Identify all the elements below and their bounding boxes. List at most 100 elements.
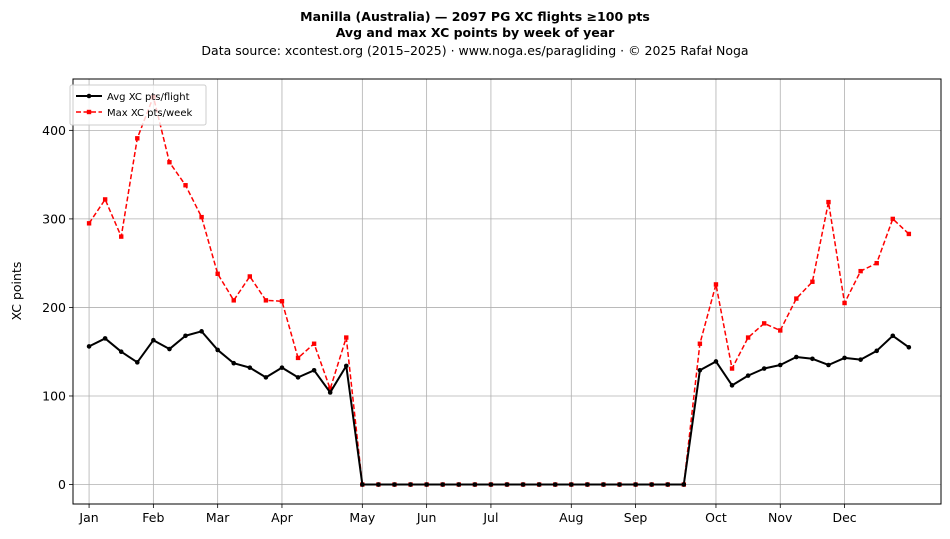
series-1-point-10 (247, 274, 253, 279)
series-0-point-51 (906, 344, 912, 350)
x-tick-label-9: Oct (705, 510, 727, 525)
series-0-point-43 (777, 362, 783, 368)
series-0-point-46 (826, 362, 831, 368)
series-1-point-42 (761, 321, 767, 326)
series-0-point-48 (858, 357, 863, 362)
series-0-point-23 (456, 482, 462, 487)
series-1-point-48 (858, 268, 863, 274)
series-0-point-16 (343, 363, 349, 369)
legend-marker-max (86, 109, 92, 115)
y-tick-label-0: 0 (58, 477, 66, 492)
series-0-point-34 (633, 482, 638, 487)
series-1-point-2 (119, 234, 124, 239)
series-0-point-42 (761, 366, 767, 371)
series-0-point-2 (118, 349, 124, 355)
series-0-point-47 (842, 355, 847, 361)
series-0-point-19 (392, 482, 397, 487)
legend-marker-avg (86, 93, 92, 99)
y-axis-label: XC points (9, 262, 24, 321)
x-tick-label-2: Mar (206, 510, 230, 525)
x-tick-label-1: Feb (142, 510, 164, 525)
series-0-point-25 (488, 482, 494, 487)
series-0-point-40 (729, 383, 735, 388)
series-1-point-6 (183, 183, 188, 188)
ticks: Jan Feb Mar Apr May Jun Jul Aug Sep Oct Nov Dec 0 100… (42, 123, 857, 525)
series-1-point-5 (167, 160, 172, 165)
chart-title-line2: Avg and max XC points by week of year (336, 25, 615, 40)
series-0-point-24 (472, 482, 478, 487)
series-layer (86, 94, 912, 487)
series-line-1 (88, 95, 910, 486)
series-0-point-1 (102, 336, 108, 341)
series-1-point-41 (745, 335, 751, 340)
legend: Avg XC pts/flight Max XC pts/week (69, 84, 207, 126)
x-tick-label-8: Sep (624, 510, 648, 525)
series-0-point-36 (665, 482, 671, 487)
series-0-point-26 (504, 482, 510, 487)
series-1-point-0 (86, 221, 92, 226)
series-0-point-49 (874, 348, 880, 354)
legend-frame (69, 84, 207, 126)
chart-subtitle: Data source: xcontest.org (2015–2025) · … (201, 43, 748, 58)
series-0-point-7 (199, 329, 204, 334)
series-1-point-11 (263, 298, 269, 303)
x-tick-label-4: May (349, 510, 375, 525)
series-0-point-8 (215, 347, 220, 353)
series-0-point-50 (890, 333, 896, 339)
x-tick-label-6: Jul (482, 510, 498, 525)
series-0-point-10 (247, 365, 253, 370)
series-0-point-4 (151, 337, 156, 343)
y-tick-label-2: 200 (42, 300, 66, 315)
series-1-point-13 (295, 355, 301, 361)
series-0-point-29 (552, 482, 558, 487)
series-1-point-12 (279, 299, 285, 304)
series-0-point-41 (745, 373, 751, 378)
legend-label-avg: Avg XC pts/flight (107, 92, 190, 103)
series-1-point-51 (906, 231, 912, 237)
series-0-point-0 (86, 344, 92, 349)
series-1-point-39 (713, 282, 719, 287)
y-tick-label-3: 300 (42, 211, 66, 226)
legend-label-max: Max XC pts/week (107, 108, 192, 119)
series-1-point-49 (874, 260, 879, 266)
series-0-point-12 (279, 365, 285, 370)
series-0-point-27 (520, 482, 526, 487)
series-0-point-9 (231, 360, 237, 366)
y-tick-label-4: 400 (42, 123, 66, 138)
series-0-point-18 (376, 482, 381, 487)
series-0-point-30 (568, 482, 574, 487)
y-tick-label-1: 100 (42, 388, 66, 403)
grid (73, 79, 941, 504)
series-0-point-5 (167, 346, 172, 352)
series-0-point-15 (327, 390, 333, 395)
series-0-point-22 (440, 482, 446, 487)
series-0-point-31 (585, 482, 590, 487)
series-0-point-11 (263, 375, 269, 380)
series-1-point-14 (311, 341, 317, 346)
series-0-point-3 (134, 360, 140, 365)
series-0-point-6 (183, 333, 188, 339)
series-0-point-35 (649, 482, 654, 487)
series-0-point-17 (360, 482, 365, 487)
series-0-point-39 (713, 359, 719, 364)
series-1-point-46 (826, 199, 831, 205)
series-0-point-38 (697, 368, 703, 373)
series-0-point-28 (536, 482, 542, 487)
chart-title-line1: Manilla (Australia) — 2097 PG XC flights… (300, 9, 650, 24)
x-tick-label-7: Aug (559, 510, 583, 525)
x-tick-label-0: Jan (78, 510, 98, 525)
series-1-point-43 (778, 328, 783, 333)
series-1-point-3 (135, 136, 140, 141)
x-tick-label-3: Apr (271, 510, 293, 525)
series-0-point-14 (311, 368, 317, 373)
series-0-point-45 (810, 356, 815, 362)
x-tick-label-5: Jun (416, 510, 437, 525)
series-line-0 (88, 330, 910, 486)
series-0-point-13 (295, 375, 301, 380)
x-tick-label-10: Nov (768, 510, 793, 525)
series-1-point-8 (215, 271, 220, 276)
x-tick-label-11: Dec (832, 510, 856, 525)
series-0-point-44 (794, 354, 799, 360)
series-1-point-47 (842, 300, 847, 306)
series-1-point-50 (890, 216, 895, 222)
